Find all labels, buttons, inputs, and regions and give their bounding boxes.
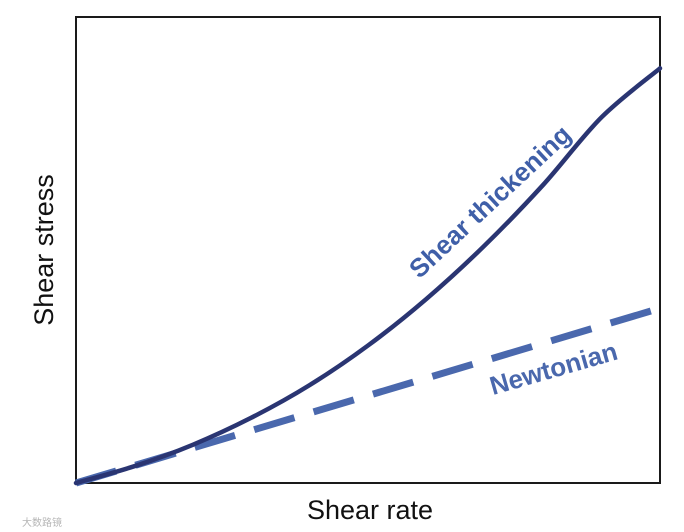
plot-frame	[75, 16, 661, 484]
watermark-text: 大数路镜	[22, 516, 62, 529]
series-label-newtonian: Newtonian	[486, 336, 621, 401]
series-line-shear-thickening	[73, 66, 663, 486]
watermark: 大数路镜	[22, 516, 62, 529]
x-axis-title: Shear rate	[307, 495, 433, 525]
y-axis-title: Shear stress	[29, 174, 59, 326]
series-label-shear-thickening: Shear thickening	[403, 119, 577, 284]
